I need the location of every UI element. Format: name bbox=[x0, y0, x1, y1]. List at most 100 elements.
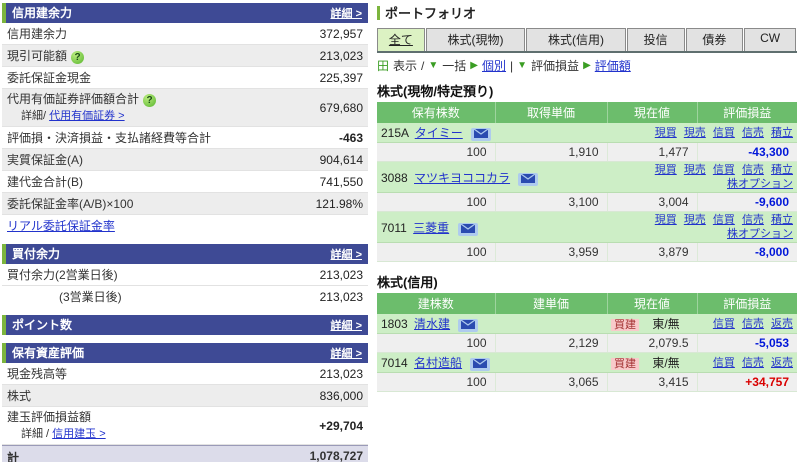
summary-row: 現引可能額? 213,023 bbox=[2, 45, 368, 67]
tab-funds[interactable]: 投信 bbox=[626, 28, 685, 51]
col-price: 現在値 bbox=[606, 293, 697, 314]
row-label: (3営業日後) bbox=[59, 290, 122, 304]
section-title: 保有資産評価 bbox=[12, 346, 85, 360]
individual-link[interactable]: 個別 bbox=[482, 59, 507, 73]
section-header: 保有資産評価 詳細 > bbox=[2, 343, 368, 363]
stock-name-link[interactable]: 三菱重 bbox=[413, 220, 450, 235]
tab-stock-cash[interactable]: 株式(現物) bbox=[425, 28, 526, 51]
green-accent-bar bbox=[377, 5, 380, 20]
row-value: 213,023 bbox=[319, 48, 363, 63]
detail-link[interactable]: 詳細 > bbox=[330, 248, 362, 261]
valuation-link[interactable]: 評価額 bbox=[594, 59, 631, 73]
summary-row: 建代金合計(B) 741,550 bbox=[2, 171, 368, 193]
tab-bonds[interactable]: 債券 bbox=[685, 28, 744, 51]
batch-label: 一括 bbox=[442, 59, 467, 73]
stock-name-link[interactable]: マツキヨココカラ bbox=[414, 170, 511, 185]
cash-sell-link[interactable]: 現売 bbox=[683, 214, 706, 226]
total-value: 1,078,727 bbox=[309, 449, 363, 462]
row-label: 買付余力(2営業日後) bbox=[7, 268, 118, 282]
row-value: 741,550 bbox=[319, 174, 363, 189]
qty-cell: 100 bbox=[377, 192, 495, 212]
section-points: ポイント数 詳細 > bbox=[2, 315, 368, 335]
accumulate-link[interactable]: 積立 bbox=[771, 126, 793, 139]
help-icon[interactable]: ? bbox=[143, 94, 157, 107]
qty-cell: 100 bbox=[377, 142, 495, 162]
mail-icon[interactable] bbox=[458, 319, 479, 332]
margin-positions-link[interactable]: 信用建玉 > bbox=[52, 428, 106, 440]
col-qty: 建株数 bbox=[377, 293, 495, 314]
stock-name-link[interactable]: 清水建 bbox=[414, 317, 451, 331]
mail-icon[interactable] bbox=[457, 222, 478, 236]
row-value: 904,614 bbox=[319, 152, 363, 167]
margin-sell-link[interactable]: 信売 bbox=[741, 317, 764, 330]
cash-buy-link[interactable]: 現買 bbox=[654, 126, 677, 139]
row-label: 信用建余力 bbox=[7, 27, 68, 41]
row-value: -463 bbox=[338, 130, 363, 145]
triangle-right-icon: ▶ bbox=[470, 60, 478, 71]
cost-cell: 2,129 bbox=[494, 333, 607, 353]
collateral-securities-link[interactable]: 代用有価証券 > bbox=[49, 110, 125, 122]
stock-option-link[interactable]: 株オプション bbox=[727, 178, 793, 190]
mail-icon[interactable] bbox=[518, 172, 539, 186]
price-cell: 3,004 bbox=[606, 192, 697, 212]
row-label: 現金残高等 bbox=[7, 367, 68, 381]
account-summary-panel: 信用建余力 詳細 > 信用建余力 372,957 現引可能額? 213,023 … bbox=[2, 3, 368, 462]
section-margin-power: 信用建余力 詳細 > 信用建余力 372,957 現引可能額? 213,023 … bbox=[2, 3, 368, 236]
portfolio-panel: ポートフォリオ 全て 株式(現物) 株式(信用) 投信 債券 CW 田 表示 /… bbox=[377, 3, 797, 462]
margin-section-title: 株式(信用) bbox=[377, 275, 438, 290]
row-value: 213,023 bbox=[319, 267, 363, 282]
section-asset-valuation: 保有資産評価 詳細 > 現金残高等 213,023 株式 836,000 建玉評… bbox=[2, 343, 368, 462]
total-label: 計 bbox=[7, 451, 20, 462]
stock-name-link[interactable]: タイミー bbox=[414, 126, 463, 140]
tab-stock-margin[interactable]: 株式(信用) bbox=[526, 28, 626, 51]
detail-link[interactable]: 詳細 > bbox=[330, 7, 362, 20]
summary-row: 評価損・決済損益・支払諸経費等合計 -463 bbox=[2, 127, 368, 149]
margin-buy-link[interactable]: 信買 bbox=[712, 317, 735, 330]
accumulate-link[interactable]: 積立 bbox=[771, 214, 793, 226]
col-pl: 評価損益 bbox=[696, 293, 797, 314]
action-links: 信買 信売 返売 bbox=[697, 314, 797, 334]
stock-value-row: 100 3,100 3,004 -9,600 bbox=[377, 192, 797, 212]
section-title: 買付余力 bbox=[12, 247, 61, 261]
tab-cw[interactable]: CW bbox=[744, 28, 796, 51]
repay-sell-link[interactable]: 返売 bbox=[771, 356, 793, 369]
stock-value-row: 100 1,910 1,477 -43,300 bbox=[377, 142, 797, 162]
section-buying-power: 買付余力 詳細 > 買付余力(2営業日後) 213,023 (3営業日後) 21… bbox=[2, 244, 368, 307]
margin-sell-link[interactable]: 信売 bbox=[741, 356, 764, 369]
row-value: 679,680 bbox=[319, 100, 363, 115]
margin-sell-link[interactable]: 信売 bbox=[741, 214, 764, 226]
row-label: 委託保証金率(A/B)×100 bbox=[7, 197, 134, 211]
stock-name-link[interactable]: 名村造船 bbox=[414, 356, 463, 370]
margin-sell-link[interactable]: 信売 bbox=[741, 126, 764, 139]
summary-row: 代用有価証券評価額合計? 詳細/ 代用有価証券 > 679,680 bbox=[2, 89, 368, 127]
action-links: 現買 現売 信買 信売 積立 bbox=[607, 123, 797, 143]
position-name-row: 1803 清水建 買建 東/無 信買 信売 返売 bbox=[377, 314, 797, 334]
position-name-row: 7014 名村造船 買建 東/無 信買 信売 返売 bbox=[377, 352, 797, 373]
stock-option-link[interactable]: 株オプション bbox=[727, 228, 793, 240]
margin-buy-link[interactable]: 信買 bbox=[712, 126, 735, 139]
margin-buy-link[interactable]: 信買 bbox=[712, 164, 735, 176]
section-title: 信用建余力 bbox=[12, 6, 73, 20]
portfolio-tabs: 全て 株式(現物) 株式(信用) 投信 債券 CW bbox=[377, 28, 797, 53]
repay-sell-link[interactable]: 返売 bbox=[771, 317, 793, 330]
cash-sell-link[interactable]: 現売 bbox=[683, 126, 706, 139]
stock-code: 1803 bbox=[381, 317, 408, 331]
tab-all[interactable]: 全て bbox=[377, 28, 425, 51]
cash-buy-link[interactable]: 現買 bbox=[654, 164, 677, 176]
stock-code: 3088 bbox=[381, 170, 408, 185]
row-label: 代用有価証券評価額合計? 詳細/ 代用有価証券 > bbox=[7, 91, 157, 124]
mail-icon[interactable] bbox=[471, 128, 492, 141]
detail-link[interactable]: 詳細 > bbox=[330, 319, 362, 332]
detail-link[interactable]: 詳細 > bbox=[330, 347, 362, 360]
cash-buy-link[interactable]: 現買 bbox=[654, 214, 677, 226]
help-icon[interactable]: ? bbox=[71, 51, 85, 64]
action-links: 信買 信売 返売 bbox=[697, 352, 797, 373]
cash-sell-link[interactable]: 現売 bbox=[683, 164, 706, 176]
margin-sell-link[interactable]: 信売 bbox=[741, 164, 764, 176]
cost-cell: 3,100 bbox=[494, 192, 607, 212]
margin-buy-link[interactable]: 信買 bbox=[712, 214, 735, 226]
mail-icon[interactable] bbox=[470, 358, 491, 371]
margin-buy-link[interactable]: 信買 bbox=[712, 356, 735, 369]
accumulate-link[interactable]: 積立 bbox=[771, 164, 793, 176]
real-margin-ratio-link[interactable]: リアル委託保証金率 bbox=[7, 219, 115, 233]
